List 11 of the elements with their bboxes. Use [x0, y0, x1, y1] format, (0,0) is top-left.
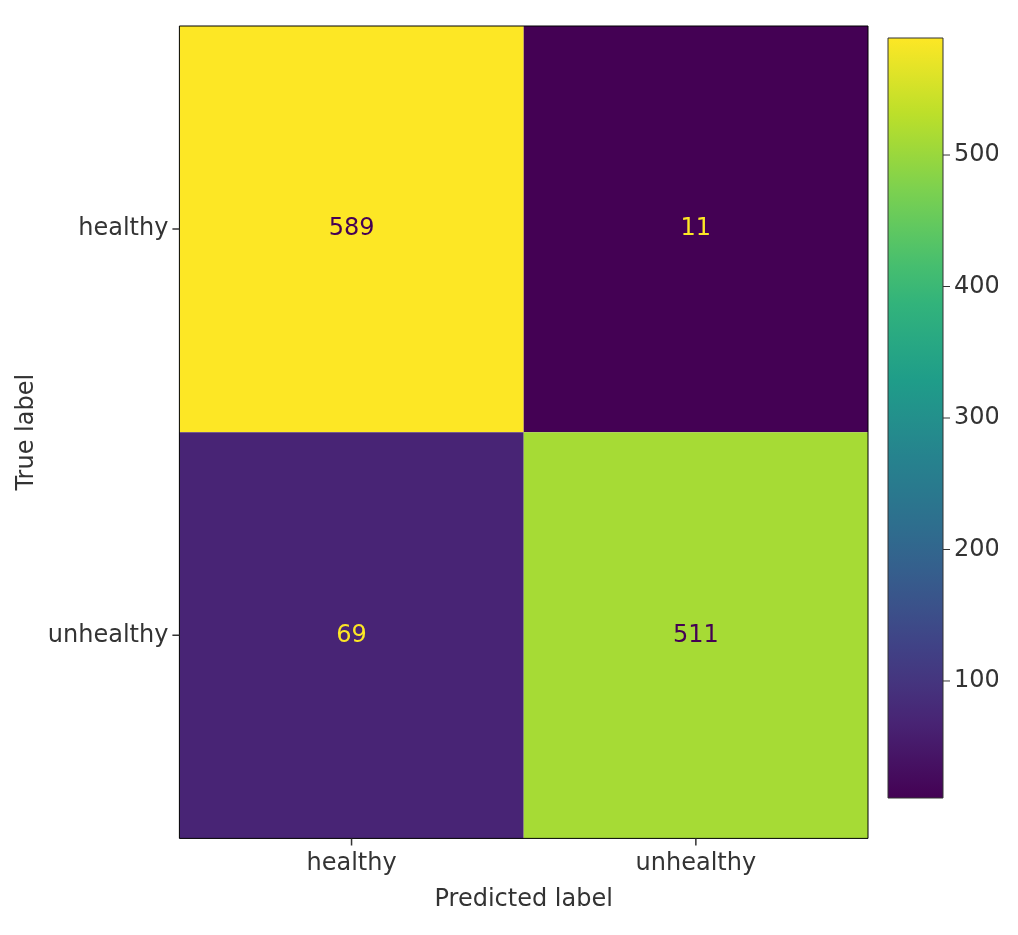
data-label: 589	[328, 213, 375, 242]
y-axis-title: True label	[10, 373, 39, 492]
color-bar-label: 200	[954, 533, 1000, 562]
color-bar-label: 300	[954, 402, 1000, 431]
color-bar-label: 100	[954, 665, 1000, 694]
x-axis-title: Predicted label	[434, 883, 613, 912]
data-label: 511	[672, 619, 719, 648]
color-bar-label: 400	[954, 270, 1000, 299]
data-label: 11	[680, 213, 712, 242]
color-bar-label: 500	[954, 139, 1000, 168]
data-label: 69	[336, 619, 367, 648]
